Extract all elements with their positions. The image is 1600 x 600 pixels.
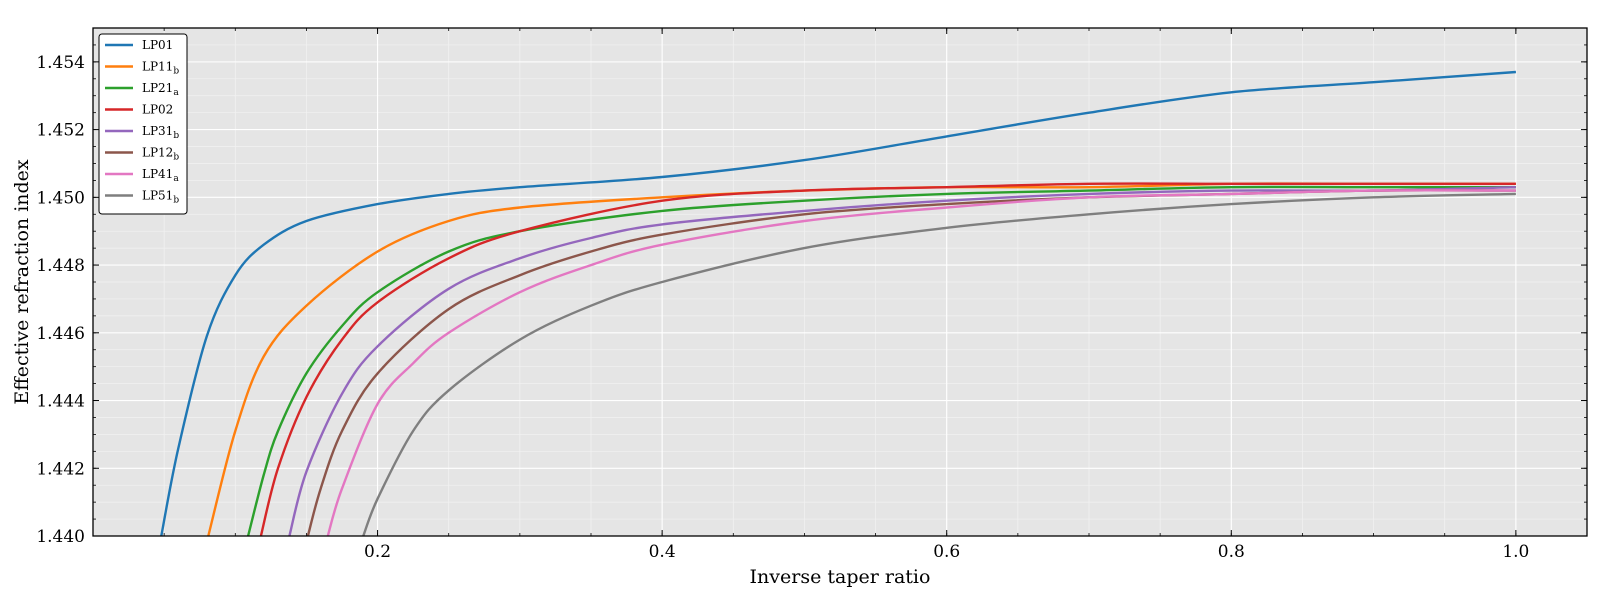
legend-label: LP11b [142,60,179,77]
y-axis-label: Effective refraction index [11,159,33,405]
legend-label: LP01 [142,38,173,52]
legend-label: LP21a [142,81,179,98]
y-tick-label: 1.444 [36,392,85,412]
x-tick-labels: 0.2 0.4 0.6 0.8 1.0 [364,542,1529,562]
series-line-lp41-a [326,189,1516,536]
y-tick-label: 1.446 [36,324,85,344]
y-tick-label: 1.448 [36,256,85,276]
y-tick-labels: 1.440 1.442 1.444 1.446 1.448 1.450 1.452 1.454 [36,53,85,547]
series-line-lp01 [160,70,1516,536]
series-line-lp21-a [246,185,1516,536]
x-tick-label: 0.2 [364,542,391,562]
y-tick-label: 1.440 [36,527,85,547]
x-tick-label: 0.4 [649,542,676,562]
legend-box [98,33,188,215]
x-tick-label: 0.8 [1218,542,1245,562]
series-line-lp02 [259,182,1516,536]
legend-label: LP12b [142,146,179,163]
x-axis-label: Inverse taper ratio [750,566,931,588]
y-tick-label: 1.452 [36,121,85,141]
y-tick-label: 1.454 [36,53,85,73]
legend: LP01 LP11b LP21a LP02 LP31b LP12b LP41a LP51b [98,33,188,215]
x-tick-label: 1.0 [1502,542,1529,562]
series-line-lp51-b [362,192,1516,536]
ticks-layer [93,27,1587,537]
y-tick-label: 1.442 [36,459,85,479]
legend-label: LP41a [142,167,179,184]
y-tick-label: 1.450 [36,188,85,208]
legend-label: LP31b [142,124,179,141]
legend-label: LP51b [142,189,179,206]
legend-label: LP02 [142,103,173,117]
series-line-lp31-b [288,186,1516,536]
x-tick-label: 0.6 [933,542,960,562]
series-layer [160,70,1516,536]
